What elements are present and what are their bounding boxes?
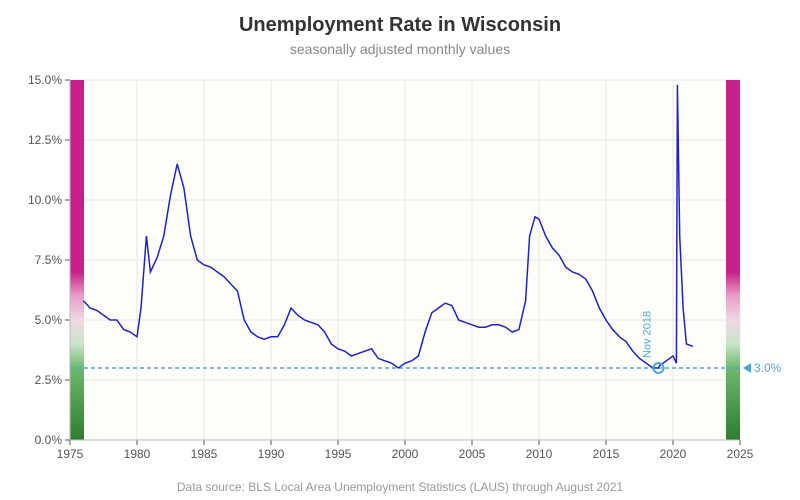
x-tick-label: 2025 — [727, 447, 754, 461]
gradient-scale-bar — [70, 80, 84, 440]
x-tick-label: 2005 — [459, 447, 486, 461]
y-tick-label: 7.5% — [35, 253, 63, 267]
x-tick-label: 1975 — [57, 447, 84, 461]
x-tick-label: 1990 — [258, 447, 285, 461]
y-tick-label: 10.0% — [28, 193, 62, 207]
x-tick-label: 2020 — [660, 447, 687, 461]
x-tick-label: 1980 — [124, 447, 151, 461]
x-tick-label: 2000 — [392, 447, 419, 461]
x-tick-label: 2015 — [593, 447, 620, 461]
y-tick-label: 5.0% — [35, 313, 63, 327]
y-tick-label: 0.0% — [35, 433, 63, 447]
reference-label: 3.0% — [754, 361, 782, 375]
reference-arrow-icon — [743, 363, 751, 373]
chart-footer: Data source: BLS Local Area Unemployment… — [0, 480, 800, 494]
marker-label: Nov 2018 — [642, 311, 654, 358]
x-tick-label: 1985 — [191, 447, 218, 461]
x-tick-label: 1995 — [325, 447, 352, 461]
gradient-scale-bar — [726, 80, 740, 440]
y-tick-label: 2.5% — [35, 373, 63, 387]
x-tick-label: 2010 — [526, 447, 553, 461]
line-chart: Nov 2018 3.0% 1975 1980 1985 1990 1995 2000 2005… — [0, 0, 800, 500]
y-tick-label: 15.0% — [28, 73, 62, 87]
chart-container: Unemployment Rate in Wisconsin seasonall… — [0, 0, 800, 500]
y-tick-label: 12.5% — [28, 133, 62, 147]
